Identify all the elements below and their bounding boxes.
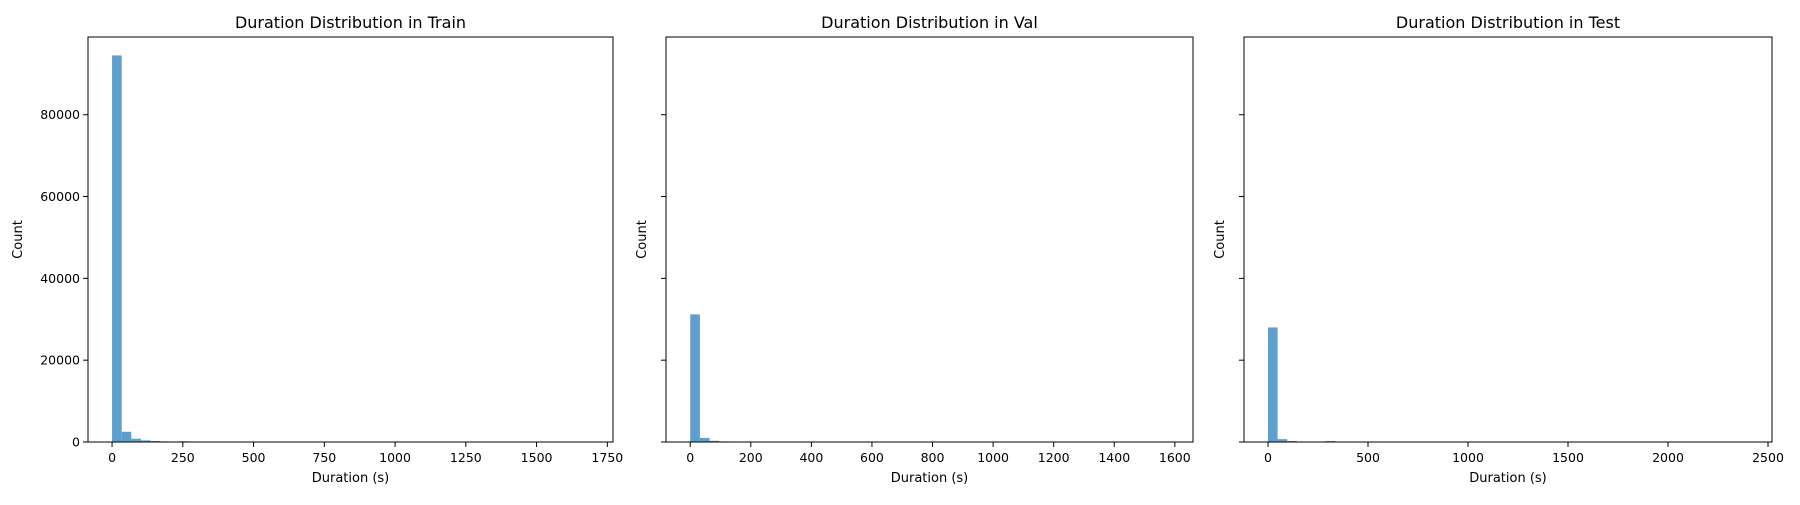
x-tick-label: 1750 [591,450,623,465]
x-tick-label: 1600 [1159,450,1191,465]
x-tick-label: 2000 [1652,450,1684,465]
x-tick-label: 250 [171,450,195,465]
subplot-1: 0 250 500 750 1000 1250 1500 1750 0 20000 40000 600… [11,13,623,486]
x-tick-label: 2500 [1752,450,1784,465]
x-tick-label: 500 [242,450,266,465]
x-tick-label: 1500 [1552,450,1584,465]
histogram-bar [121,431,132,442]
chart-title: Duration Distribution in Test [1396,13,1620,32]
y-axis-label: Count [635,220,650,259]
x-tick-label: 0 [1264,450,1272,465]
x-tick-label: 1200 [1038,450,1070,465]
y-tick-label: 0 [72,435,80,450]
histogram-bar [112,55,122,442]
histogram-bar [699,437,710,442]
histogram-bar [690,314,700,442]
axes-frame [665,36,1194,443]
histogram-bar [709,440,720,442]
histogram-bar [1268,327,1278,442]
x-tick-label: 1500 [521,450,553,465]
y-axis-label: Count [11,220,26,259]
y-axis-label: Count [1213,220,1228,259]
x-tick-label: 1000 [379,450,411,465]
x-tick-label: 0 [686,450,694,465]
y-tick-label: 80000 [40,107,80,122]
histogram-bar [1277,439,1288,442]
histogram-bar [1287,440,1297,442]
x-tick-label: 500 [1356,450,1380,465]
axes-frame [87,36,614,443]
histogram-bar [150,440,161,442]
y-tick-label: 60000 [40,189,80,204]
chart-title: Duration Distribution in Val [821,13,1038,32]
x-tick-label: 400 [799,450,823,465]
x-tick-label: 1000 [977,450,1009,465]
x-axis-label: Duration (s) [891,471,969,486]
y-tick-label: 20000 [40,353,80,368]
x-tick-label: 750 [312,450,336,465]
x-tick-label: 0 [108,450,116,465]
histogram-bar [131,438,141,442]
x-tick-label: 1250 [450,450,482,465]
chart-title: Duration Distribution in Train [235,13,466,32]
histogram-bar [140,440,151,442]
x-axis-label: Duration (s) [312,471,390,486]
x-tick-label: 1000 [1452,450,1484,465]
x-axis-label: Duration (s) [1469,471,1547,486]
x-tick-label: 1400 [1098,450,1130,465]
x-tick-label: 200 [739,450,763,465]
axes-frame [1243,36,1773,443]
x-tick-label: 600 [860,450,884,465]
subplot-2: 0 200 400 600 800 1000 1200 1400 1600 Duration Di… [635,13,1194,486]
subplot-3: 0 500 1000 1500 2000 2500 Duration Distributio… [1213,13,1784,486]
histogram-bar [1325,440,1336,442]
y-tick-label: 40000 [40,271,80,286]
x-tick-label: 800 [921,450,945,465]
